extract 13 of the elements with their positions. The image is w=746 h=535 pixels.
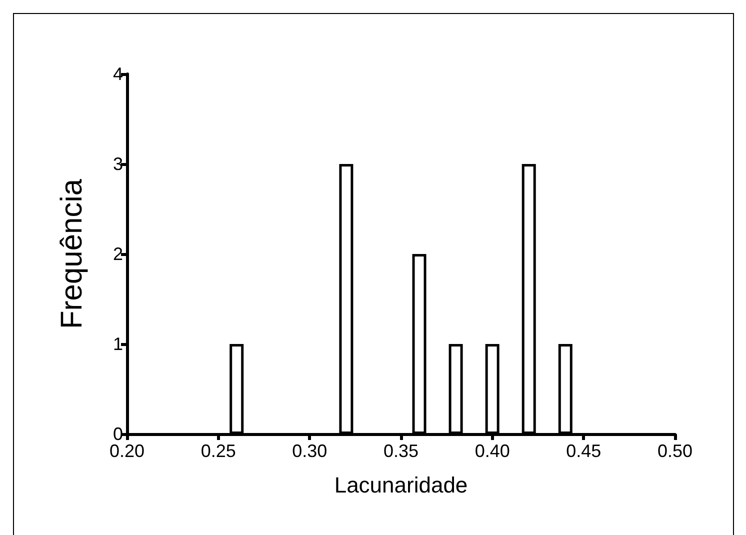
x-tick-label: 0.30 <box>292 441 328 461</box>
x-tick-label: 0.40 <box>474 441 510 461</box>
y-tick-label: 3 <box>112 154 123 174</box>
y-axis-title: Frequência <box>56 178 88 330</box>
x-tick-label: 0.45 <box>566 441 602 461</box>
y-tick-label: 4 <box>112 64 123 84</box>
y-tick-label: 1 <box>112 334 123 354</box>
x-tick-label: 0.25 <box>200 441 236 461</box>
x-tick-label: 0.50 <box>657 441 693 461</box>
x-tick-label: 0.35 <box>383 441 419 461</box>
x-axis-title: Lacunaridade <box>334 472 468 498</box>
y-tick-label: 2 <box>112 244 123 264</box>
x-tick-label: 0.20 <box>109 441 145 461</box>
